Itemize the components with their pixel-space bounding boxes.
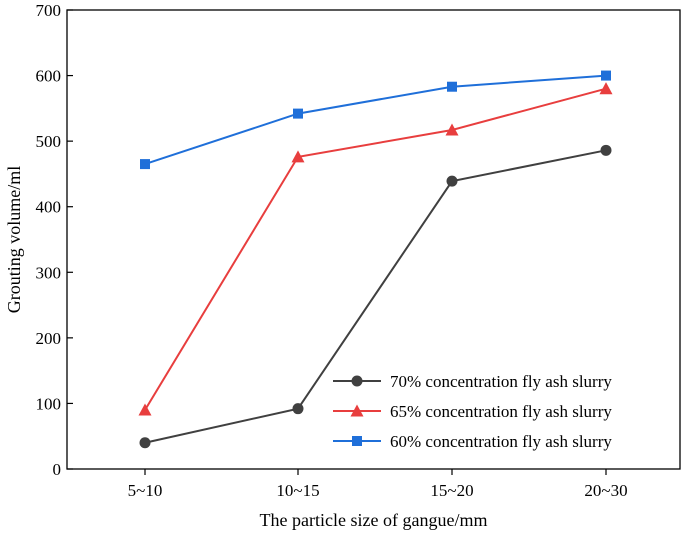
y-axis-title: Grouting volume/ml <box>4 166 24 314</box>
series-3 <box>140 70 611 170</box>
series-layer <box>138 70 613 449</box>
data-point <box>599 82 613 95</box>
data-point <box>138 403 152 416</box>
y-tick-label: 100 <box>36 394 62 413</box>
series-line <box>144 149 607 444</box>
y-tick-label: 200 <box>36 329 62 348</box>
legend-marker <box>352 436 362 446</box>
data-point <box>292 403 304 415</box>
series-2 <box>138 82 613 416</box>
legend-label: 65% concentration fly ash slurry <box>390 402 612 421</box>
y-tick-label: 400 <box>36 198 62 217</box>
x-tick-label: 15~20 <box>430 481 473 500</box>
legend-item: 60% concentration fly ash slurry <box>333 432 612 451</box>
legend-label: 70% concentration fly ash slurry <box>390 372 612 391</box>
x-axis-title: The particle size of gangue/mm <box>260 510 488 530</box>
y-tick-label: 500 <box>36 132 62 151</box>
series-line <box>144 87 607 411</box>
data-point <box>445 123 459 136</box>
data-point <box>291 150 305 163</box>
x-tick-label: 10~15 <box>276 481 319 500</box>
series-line <box>144 74 607 166</box>
y-tick-label: 700 <box>36 1 62 20</box>
data-point <box>447 81 457 92</box>
legend-marker <box>351 375 363 387</box>
series-1 <box>139 144 612 449</box>
data-point <box>139 437 151 449</box>
y-tick-label: 300 <box>36 263 62 282</box>
legend-marker <box>350 404 364 417</box>
y-tick-label: 0 <box>53 460 62 479</box>
x-tick-label: 5~10 <box>128 481 163 500</box>
legend-label: 60% concentration fly ash slurry <box>390 432 612 451</box>
data-point <box>600 144 612 156</box>
plot-frame <box>66 9 681 470</box>
y-tick-label: 600 <box>36 67 62 86</box>
data-point <box>446 175 458 187</box>
x-tick-label: 20~30 <box>584 481 627 500</box>
y-axis: 0 100 200 300 400 500 600 700 <box>36 1 73 479</box>
data-point <box>601 70 611 81</box>
x-axis: 5~10 10~15 15~20 20~30 <box>128 469 628 500</box>
legend-item: 70% concentration fly ash slurry <box>333 372 612 391</box>
data-point <box>140 159 150 170</box>
legend-item: 65% concentration fly ash slurry <box>333 402 612 421</box>
legend: 70% concentration fly ash slurry 65% conc… <box>333 372 612 451</box>
data-point <box>293 108 303 119</box>
